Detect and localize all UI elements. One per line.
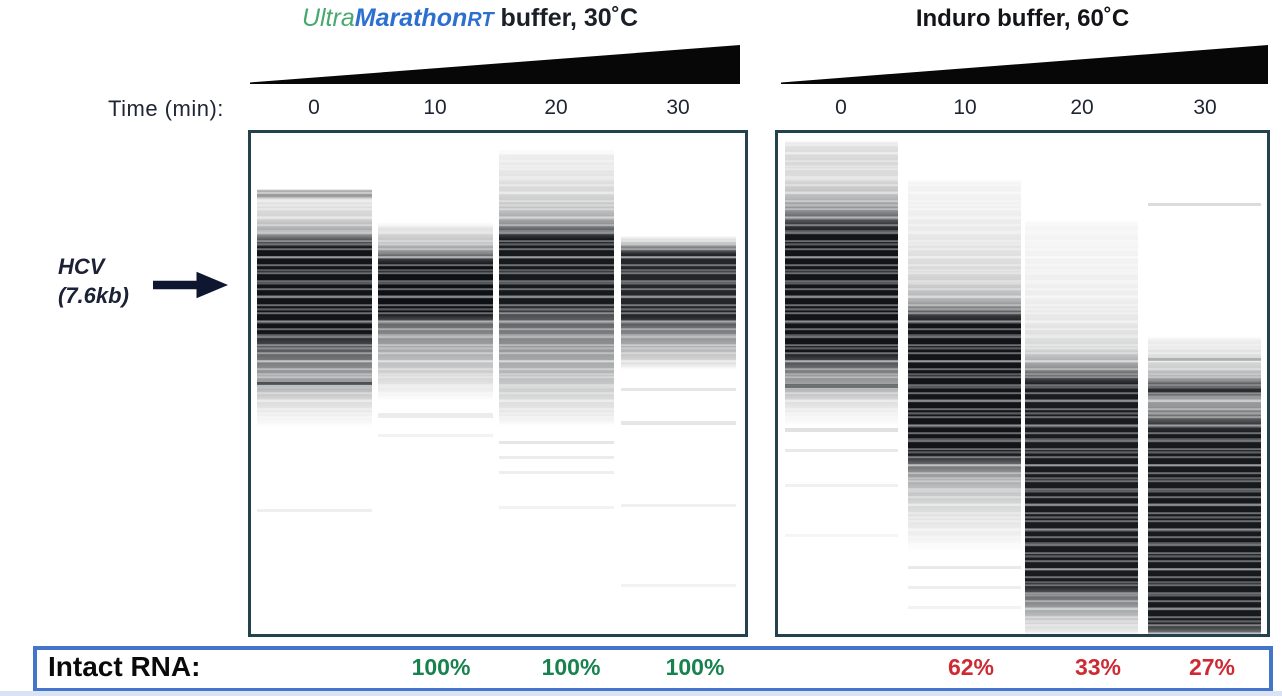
- gel-lane-right-20min: [1025, 133, 1138, 634]
- gel-panel-induro: [775, 130, 1270, 637]
- gel-band: [785, 533, 898, 537]
- gel-band: [621, 583, 736, 587]
- intact-pct-left-10min: 100%: [411, 654, 471, 680]
- panel-title-ultramarathon: UltraMarathonRT buffer, 30˚C: [220, 4, 720, 33]
- bottom-edge-strip: [0, 691, 1282, 696]
- gel-band: [621, 421, 736, 426]
- intact-rna-box: [33, 646, 1273, 692]
- gel-band: [499, 441, 614, 445]
- time-tick-right-10: 10: [953, 96, 977, 119]
- gel-band: [908, 606, 1021, 610]
- time-gradient-wedge-left-icon: [250, 45, 740, 84]
- gel-band: [1148, 358, 1261, 362]
- gel-band: [257, 508, 372, 512]
- gel-band: [499, 456, 614, 460]
- gel-band: [1148, 203, 1261, 207]
- panel-title-rest: buffer, 30˚C: [493, 4, 639, 32]
- intact-pct-left-30min: 100%: [665, 654, 725, 680]
- gel-band: [378, 412, 493, 418]
- time-gradient-wedge-right-icon: [781, 45, 1268, 84]
- intact-rna-label: Intact RNA:: [48, 651, 201, 682]
- gel-band: [621, 388, 736, 391]
- brand-ultra: Ultra: [301, 4, 355, 32]
- time-tick-left-10: 10: [423, 96, 447, 119]
- gel-lane-right-30min: [1148, 133, 1261, 634]
- gel-band: [499, 506, 614, 510]
- hcv-band-label: HCV (7.6kb): [58, 253, 129, 310]
- arrow-right-icon: [153, 271, 228, 299]
- gel-band: [499, 471, 614, 475]
- time-tick-right-0: 0: [835, 96, 847, 119]
- gel-band: [785, 383, 898, 388]
- gel-lane-left-0min: [257, 133, 372, 634]
- intact-pct-right-10min: 62%: [947, 654, 995, 680]
- time-tick-right-20: 20: [1070, 96, 1094, 119]
- gel-band: [785, 448, 898, 452]
- gel-band: [378, 433, 493, 437]
- gel-lane-right-10min: [908, 133, 1021, 634]
- gel-band: [621, 503, 736, 507]
- hcv-band-size: (7.6kb): [58, 282, 129, 308]
- gel-lane-left-20min: [499, 133, 614, 634]
- gel-band: [908, 566, 1021, 570]
- gel-band: [908, 586, 1021, 590]
- gel-panel-ultramarathon: [248, 130, 748, 637]
- hcv-band-name: HCV: [58, 254, 105, 279]
- gel-lane-left-10min: [378, 133, 493, 634]
- intact-pct-left-20min: 100%: [541, 654, 601, 680]
- gel-lane-left-30min: [621, 133, 736, 634]
- intact-pct-right-20min: 33%: [1074, 654, 1122, 680]
- gel-lane-right-0min: [785, 133, 898, 634]
- time-tick-left-0: 0: [308, 96, 320, 119]
- time-tick-left-20: 20: [544, 96, 568, 119]
- brand-rt: RT: [467, 9, 494, 31]
- intact-pct-right-30min: 27%: [1188, 654, 1236, 680]
- time-tick-left-30: 30: [666, 96, 690, 119]
- gel-band: [257, 382, 372, 386]
- time-axis-label: Time (min):: [108, 96, 224, 121]
- brand-marathon: Marathon: [354, 4, 468, 32]
- panel-title-induro: Induro buffer, 60˚C: [915, 5, 1130, 32]
- time-tick-right-30: 30: [1193, 96, 1217, 119]
- gel-band: [785, 483, 898, 487]
- gel-band: [785, 427, 898, 432]
